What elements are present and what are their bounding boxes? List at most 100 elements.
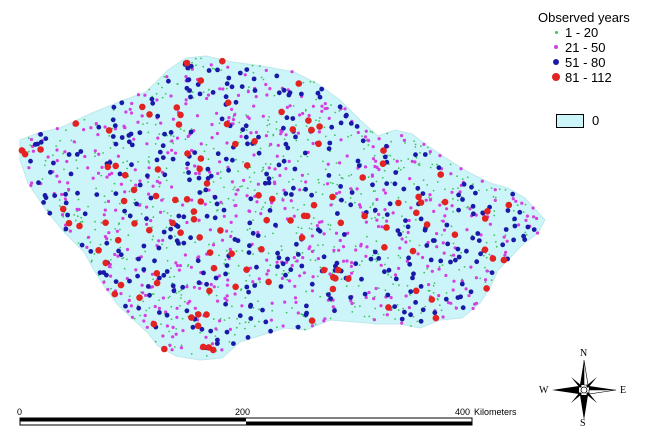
station-point [206, 68, 212, 73]
station-point [103, 195, 106, 198]
station-point [180, 289, 183, 292]
station-point [157, 275, 162, 281]
station-point [522, 237, 528, 243]
station-point [126, 309, 130, 313]
station-point [295, 259, 299, 263]
station-point [227, 116, 231, 120]
station-point [456, 207, 461, 213]
station-point [480, 210, 486, 216]
station-point [254, 264, 259, 270]
station-point [525, 233, 528, 236]
station-point [360, 193, 362, 195]
station-point [169, 276, 171, 279]
station-point [210, 90, 216, 95]
station-point [195, 258, 201, 264]
green-dot-icon [555, 31, 558, 34]
station-point [113, 141, 119, 147]
station-point [136, 305, 142, 311]
station-point [440, 309, 443, 312]
station-point [126, 258, 128, 261]
station-point [146, 226, 153, 234]
station-point [432, 238, 437, 244]
legend-label: 81 - 112 [565, 70, 612, 85]
station-point [281, 273, 284, 275]
station-point [358, 205, 363, 209]
station-point [160, 155, 166, 161]
station-point [156, 136, 160, 140]
station-point [110, 266, 113, 269]
station-point [171, 325, 175, 329]
station-point [161, 229, 167, 235]
station-point [441, 315, 445, 319]
station-point [332, 248, 336, 252]
station-point [184, 102, 188, 106]
station-point [308, 227, 311, 230]
station-point [406, 284, 409, 287]
station-point [341, 245, 346, 249]
station-point [479, 233, 483, 237]
station-point [158, 299, 160, 301]
station-point [155, 98, 159, 102]
station-point [381, 244, 388, 251]
station-point [332, 308, 337, 314]
station-point [183, 59, 191, 67]
station-point [276, 192, 278, 195]
station-point [368, 256, 374, 262]
station-point [382, 313, 385, 316]
station-point [266, 269, 270, 273]
station-point [219, 317, 222, 320]
station-point [514, 199, 518, 203]
station-point [295, 232, 298, 235]
station-point [479, 277, 482, 280]
station-point [112, 123, 118, 129]
station-point [494, 241, 497, 243]
station-point [195, 114, 200, 118]
station-point [155, 179, 159, 183]
station-point [472, 183, 474, 186]
station-point [161, 238, 165, 242]
station-point [237, 264, 240, 267]
station-point [350, 301, 354, 306]
station-point [181, 214, 187, 220]
station-point [348, 202, 354, 208]
station-point [184, 98, 188, 102]
station-point [269, 264, 272, 267]
station-point [68, 229, 72, 233]
station-point [252, 219, 254, 222]
station-point [27, 166, 31, 170]
station-point [400, 134, 404, 138]
station-point [150, 320, 158, 328]
station-point [223, 94, 229, 100]
station-point [252, 306, 255, 309]
station-point [44, 159, 47, 162]
station-point [197, 218, 201, 222]
station-point [188, 94, 193, 100]
station-point [292, 256, 296, 260]
station-point [96, 171, 101, 175]
station-point [280, 276, 284, 280]
station-point [288, 104, 292, 108]
station-point [179, 346, 183, 350]
station-point [423, 221, 431, 228]
station-point [271, 309, 274, 312]
station-point [393, 276, 399, 282]
station-point [183, 196, 191, 203]
station-point [273, 94, 276, 97]
station-point [82, 211, 88, 217]
station-point [148, 195, 154, 201]
station-point [293, 296, 298, 300]
station-point [461, 178, 464, 181]
station-point [191, 61, 194, 64]
station-point [423, 271, 426, 274]
station-point [338, 238, 342, 243]
station-point [118, 222, 121, 225]
station-point [228, 341, 231, 343]
station-point [267, 119, 269, 122]
station-point [310, 234, 314, 238]
station-point [361, 260, 363, 263]
station-point [248, 86, 250, 89]
station-point [317, 244, 319, 247]
station-point [205, 355, 208, 357]
station-point [299, 263, 305, 269]
station-point [365, 245, 369, 249]
